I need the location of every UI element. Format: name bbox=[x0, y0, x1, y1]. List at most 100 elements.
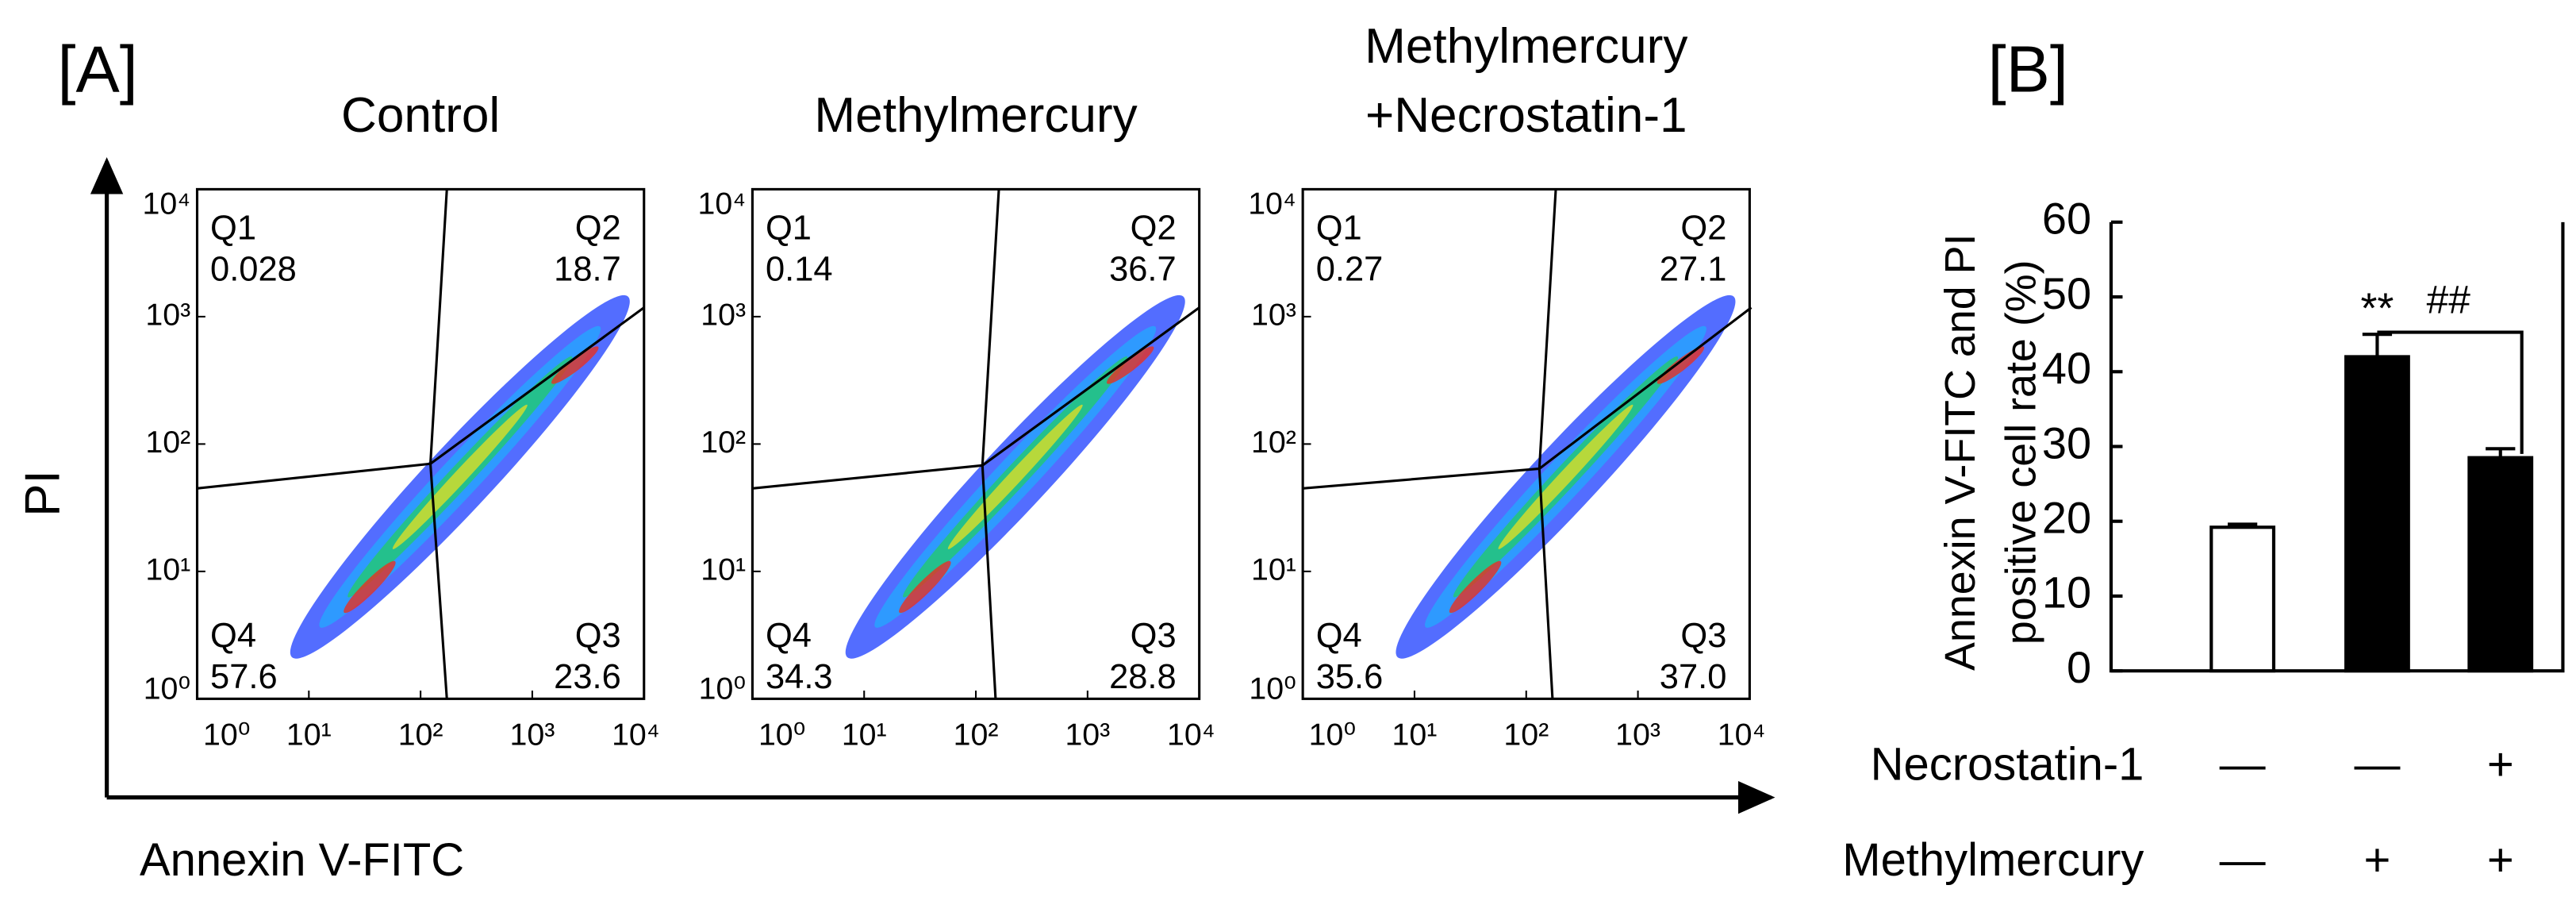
y-tick-label: 10³ bbox=[701, 297, 746, 332]
plot-title: +Necrostatin-1 bbox=[1365, 88, 1687, 143]
y-tick-label: 40 bbox=[2042, 343, 2091, 393]
x-tick-label: 10³ bbox=[1065, 717, 1110, 752]
comparison-label: ## bbox=[2426, 277, 2471, 321]
density-hotspot bbox=[1657, 346, 1705, 384]
condition-name: Necrostatin-1 bbox=[1871, 740, 2144, 791]
quadrant-value: 57.6 bbox=[210, 658, 278, 696]
x-tick-label: 10⁰ bbox=[758, 717, 806, 752]
density-cloud bbox=[947, 404, 1083, 549]
y-tick-label: 10¹ bbox=[701, 552, 746, 587]
y-tick-label: 10 bbox=[2042, 568, 2091, 618]
condition-value: + bbox=[2487, 740, 2514, 791]
y-tick-label: 10⁰ bbox=[1249, 671, 1296, 706]
gate-line bbox=[197, 306, 645, 490]
quadrant-value: 0.028 bbox=[210, 250, 297, 288]
y-tick-label: 10⁰ bbox=[144, 671, 191, 706]
quadrant-value: 28.8 bbox=[1109, 658, 1177, 696]
comparison-bracket bbox=[2377, 330, 2524, 454]
condition-value: + bbox=[2487, 835, 2514, 886]
density-hotspot bbox=[1449, 560, 1502, 614]
significance-label: ** bbox=[2360, 284, 2394, 332]
gate-line bbox=[981, 189, 1000, 699]
x-tick-label: 10⁴ bbox=[1167, 717, 1215, 752]
quadrant-name: Q4 bbox=[210, 617, 256, 655]
condition-value: — bbox=[2220, 835, 2266, 886]
quadrant-value: 18.7 bbox=[554, 250, 621, 288]
quadrant-name: Q1 bbox=[210, 210, 256, 248]
x-tick-label: 10² bbox=[954, 717, 999, 752]
x-tick-label: 10³ bbox=[510, 717, 555, 752]
y-tick-label: 10⁰ bbox=[699, 671, 747, 706]
quadrant-name: Q3 bbox=[575, 617, 621, 655]
panel-label: [A] bbox=[57, 32, 137, 106]
x-tick-label: 10⁰ bbox=[1309, 717, 1357, 752]
x-tick-label: 10⁰ bbox=[203, 717, 251, 752]
density-hotspot bbox=[1106, 346, 1154, 384]
quadrant-name: Q2 bbox=[1680, 210, 1726, 248]
condition-name: Methylmercury bbox=[1842, 835, 2144, 886]
x-tick-label: 10¹ bbox=[1392, 717, 1438, 752]
y-tick-label: 10¹ bbox=[145, 552, 190, 587]
gate-line bbox=[752, 306, 1200, 490]
y-tick-label: 10⁴ bbox=[143, 187, 191, 221]
density-hotspot bbox=[344, 560, 396, 614]
plot-title: Control bbox=[341, 88, 500, 143]
y-tick-label: 10⁴ bbox=[1248, 187, 1296, 221]
quadrant-name: Q2 bbox=[575, 210, 621, 248]
gate-line bbox=[428, 189, 448, 699]
x-tick-label: 10¹ bbox=[842, 717, 887, 752]
condition-value: — bbox=[2220, 740, 2266, 791]
y-tick-label: 10³ bbox=[145, 297, 190, 332]
quadrant-value: 27.1 bbox=[1660, 250, 1727, 288]
y-axis-title: Annexin V-FITC and PI bbox=[1937, 233, 1984, 671]
bar bbox=[2209, 525, 2276, 673]
plot-title: Methylmercury bbox=[1365, 19, 1687, 74]
condition-value: + bbox=[2364, 835, 2391, 886]
gate-line bbox=[1303, 306, 1753, 490]
density-hotspot bbox=[899, 560, 951, 614]
quadrant-name: Q2 bbox=[1131, 210, 1177, 248]
quadrant-value: 34.3 bbox=[766, 658, 833, 696]
y-tick-label: 10² bbox=[701, 425, 746, 460]
y-tick-label: 0 bbox=[2067, 642, 2091, 692]
y-tick-label: 50 bbox=[2042, 268, 2091, 318]
y-tick-label: 30 bbox=[2042, 418, 2091, 468]
y-tick-label: 10² bbox=[145, 425, 190, 460]
x-axis-title: Annexin V-FITC bbox=[140, 835, 464, 886]
y-tick-label: 10⁴ bbox=[697, 187, 746, 221]
quadrant-name: Q3 bbox=[1680, 617, 1726, 655]
plot-title: Methylmercury bbox=[814, 88, 1137, 143]
bar bbox=[2467, 456, 2534, 673]
bar bbox=[2344, 355, 2410, 673]
y-tick-label: 20 bbox=[2042, 492, 2091, 542]
x-tick-label: 10² bbox=[1503, 717, 1549, 752]
density-hotspot bbox=[551, 346, 599, 384]
quadrant-name: Q1 bbox=[1316, 210, 1362, 248]
quadrant-value: 36.7 bbox=[1109, 250, 1177, 288]
quadrant-value: 0.27 bbox=[1316, 250, 1384, 288]
y-tick-label: 10² bbox=[1251, 425, 1296, 460]
x-tick-label: 10² bbox=[398, 717, 443, 752]
quadrant-value: 23.6 bbox=[554, 658, 621, 696]
density-cloud bbox=[1498, 404, 1634, 549]
y-axis-title: PI bbox=[15, 470, 70, 517]
x-tick-label: 10⁴ bbox=[612, 717, 660, 752]
quadrant-name: Q4 bbox=[1316, 617, 1362, 655]
condition-value: — bbox=[2354, 740, 2400, 791]
quadrant-value: 37.0 bbox=[1660, 658, 1727, 696]
quadrant-name: Q3 bbox=[1131, 617, 1177, 655]
quadrant-name: Q4 bbox=[766, 617, 812, 655]
x-tick-label: 10⁴ bbox=[1718, 717, 1766, 752]
y-axis-title: positive cell rate (%) bbox=[1997, 260, 2044, 645]
panel-label: [B] bbox=[1988, 32, 2068, 106]
x-tick-label: 10¹ bbox=[286, 717, 332, 752]
y-tick-label: 60 bbox=[2042, 194, 2091, 244]
quadrant-value: 35.6 bbox=[1316, 658, 1384, 696]
quadrant-name: Q1 bbox=[766, 210, 812, 248]
y-tick-label: 10¹ bbox=[1251, 552, 1296, 587]
y-tick-label: 10³ bbox=[1251, 297, 1296, 332]
x-tick-label: 10³ bbox=[1615, 717, 1660, 752]
quadrant-value: 0.14 bbox=[766, 250, 833, 288]
